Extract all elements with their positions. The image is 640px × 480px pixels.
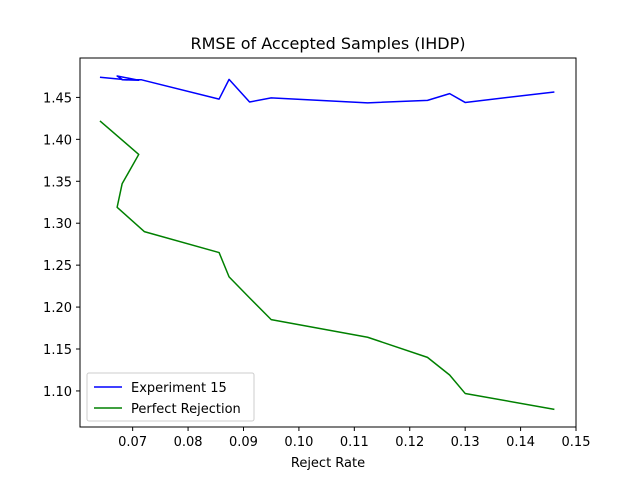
y-tick-label: 1.35 (43, 175, 72, 190)
y-tick-label: 1.10 (43, 385, 72, 400)
x-tick-label: 0.12 (395, 435, 424, 450)
legend-box (86, 372, 255, 422)
legend-label-experiment-15: Experiment 15 (131, 381, 227, 396)
y-axis-ticks: 1.10 1.15 1.20 1.25 1.30 1.35 1.40 1.45 (43, 91, 80, 400)
x-tick-label: 0.11 (340, 435, 369, 450)
plot-area-frame (79, 57, 577, 428)
x-axis-ticks: 0.07 0.08 0.09 0.10 0.11 0.12 0.13 0.14 0.15 (118, 427, 590, 450)
series-layer (99, 75, 555, 411)
series-line-experiment-15 (99, 75, 555, 104)
y-tick-label: 1.30 (43, 217, 72, 232)
x-tick-label: 0.10 (284, 435, 313, 450)
y-tick-label: 1.15 (43, 343, 72, 358)
x-tick-label: 0.13 (451, 435, 480, 450)
series-line-perfect-rejection (99, 120, 555, 411)
y-tick-label: 1.40 (43, 133, 72, 148)
x-tick-label: 0.08 (174, 435, 203, 450)
x-axis-label: Reject Rate (291, 456, 365, 471)
x-tick-label: 0.15 (562, 435, 591, 450)
legend-label-perfect-rejection: Perfect Rejection (131, 402, 241, 417)
legend: Experiment 15 Perfect Rejection (86, 372, 255, 422)
x-tick-label: 0.14 (506, 435, 535, 450)
x-tick-label: 0.07 (118, 435, 147, 450)
y-tick-label: 1.45 (43, 91, 72, 106)
y-tick-label: 1.25 (43, 259, 72, 274)
y-tick-label: 1.20 (43, 301, 72, 316)
x-tick-label: 0.09 (229, 435, 258, 450)
chart-title: RMSE of Accepted Samples (IHDP) (190, 34, 465, 53)
